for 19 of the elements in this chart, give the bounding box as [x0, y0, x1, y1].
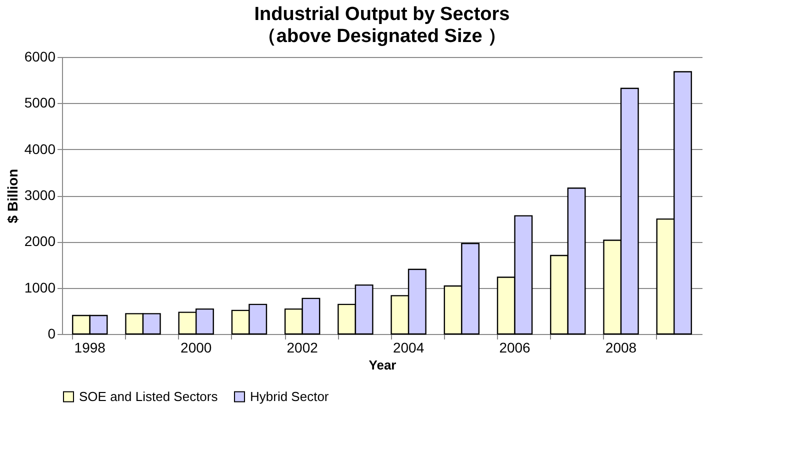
x-tick-label: 2004: [392, 340, 424, 356]
chart-subtitle: （above Designated Size ）: [257, 26, 507, 47]
y-tick-label: 1000: [24, 279, 56, 296]
y-tick-label: 2000: [24, 233, 56, 250]
y-tick-label: 3000: [24, 187, 56, 203]
chart-title: Industrial Output by Sectors: [254, 4, 510, 25]
x-tick-label: 2008: [605, 340, 637, 356]
x-tick-label: 2002: [286, 340, 318, 356]
y-tick-label: 6000: [24, 48, 56, 64]
y-tick-label: 0: [48, 326, 56, 342]
y-tick-label: 4000: [24, 140, 56, 157]
y-axis-title: $ Billion: [4, 168, 20, 224]
legend-label: SOE and Listed Sectors: [79, 388, 218, 404]
x-tick-label: 1998: [74, 340, 106, 356]
y-tick-label: 5000: [24, 94, 56, 111]
x-axis-title: Year: [368, 358, 396, 372]
x-tick-label: 2000: [180, 340, 212, 356]
legend-label: Hybrid Sector: [250, 388, 330, 404]
x-tick-label: 2006: [499, 340, 531, 356]
